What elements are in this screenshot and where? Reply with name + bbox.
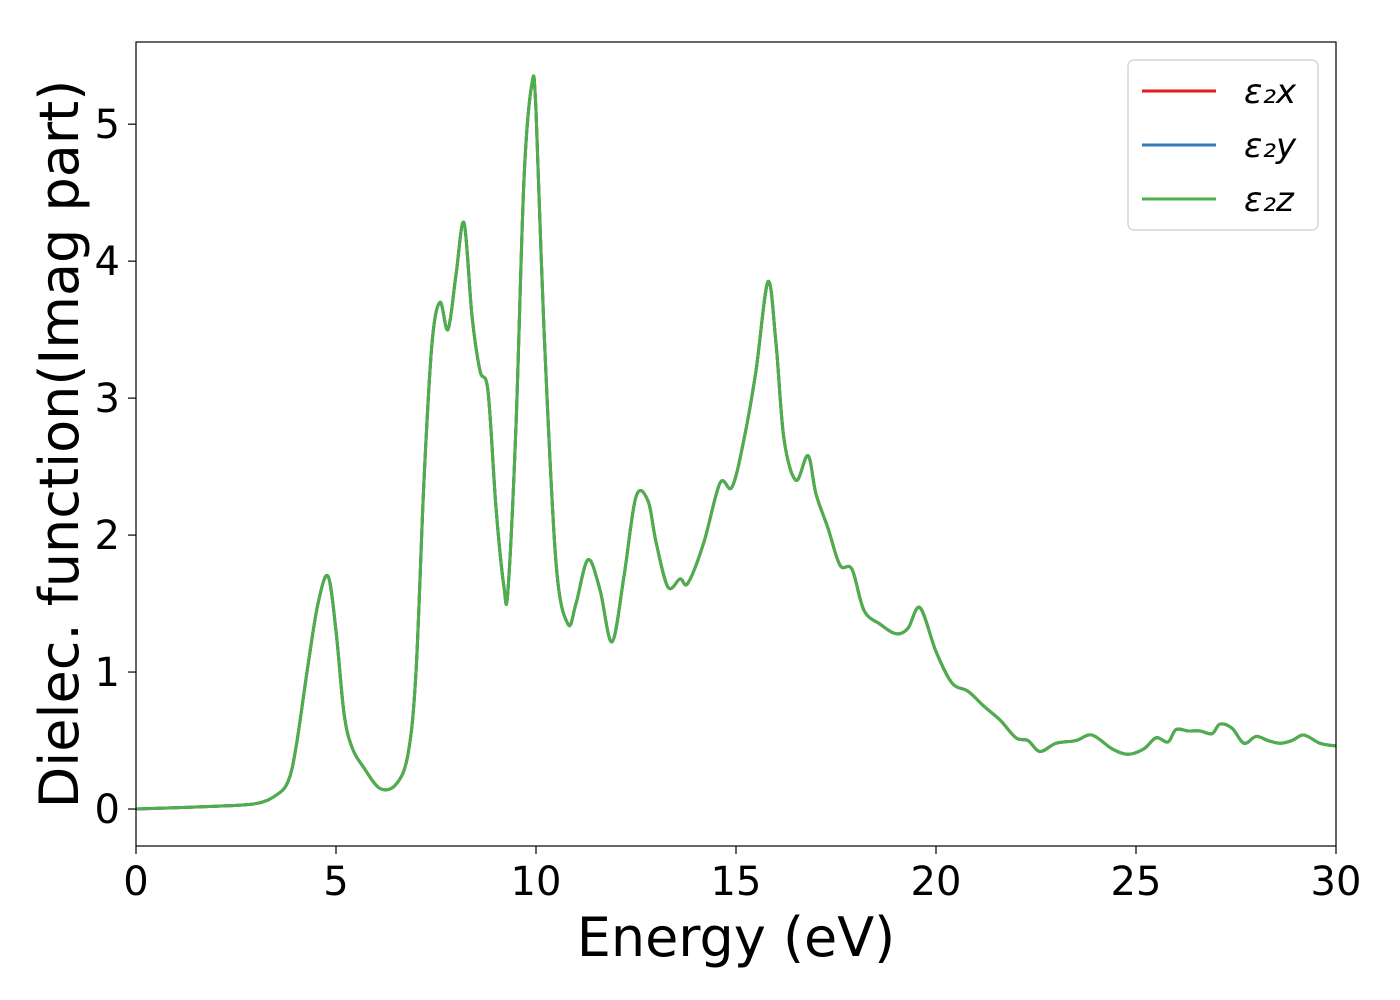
y-axis: 0 1 2 3 4 5 xyxy=(95,102,136,833)
y-tick-label: 3 xyxy=(95,376,120,422)
x-axis-title: Energy (eV) xyxy=(577,906,896,969)
legend: ε₂x ε₂y ε₂z xyxy=(1127,59,1319,231)
legend-label: ε₂x xyxy=(1244,72,1297,112)
legend-label: ε₂z xyxy=(1244,180,1295,220)
y-tick-label: 0 xyxy=(95,787,120,833)
legend-label: ε₂y xyxy=(1244,126,1297,166)
x-tick-label: 30 xyxy=(1311,859,1362,905)
series-layer xyxy=(135,74,1337,811)
y-tick-label: 2 xyxy=(95,513,120,559)
x-tick-label: 25 xyxy=(1111,859,1162,905)
x-tick-label: 20 xyxy=(911,859,962,905)
x-tick-label: 0 xyxy=(123,859,148,905)
x-tick-label: 5 xyxy=(323,859,348,905)
y-tick-label: 4 xyxy=(95,239,120,285)
legend-box xyxy=(1127,59,1319,231)
y-axis-title: Dielec. function(Imag part) xyxy=(28,80,91,809)
x-axis: 0 5 10 15 20 25 30 xyxy=(123,846,1361,905)
series-line-3 xyxy=(135,74,1337,811)
x-tick-label: 15 xyxy=(711,859,762,905)
y-tick-label: 5 xyxy=(95,102,120,148)
y-tick-label: 1 xyxy=(95,650,120,696)
x-tick-label: 10 xyxy=(511,859,562,905)
